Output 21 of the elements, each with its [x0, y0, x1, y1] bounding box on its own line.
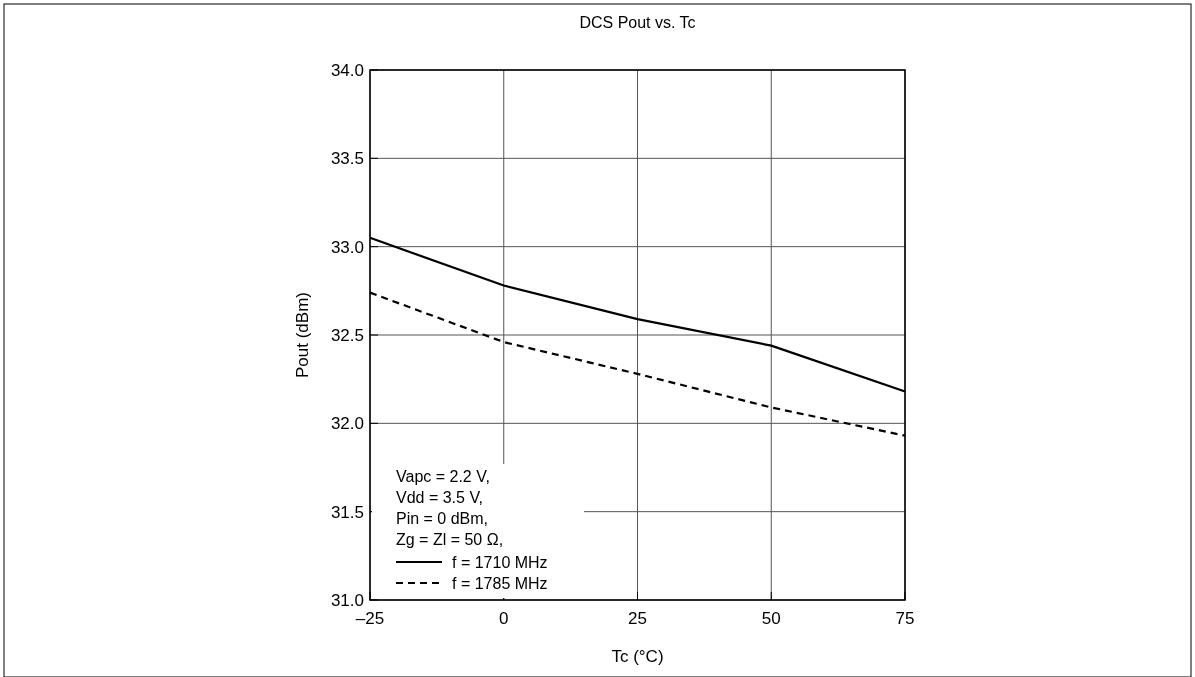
annotation: Pin = 0 dBm,: [396, 510, 489, 527]
x-tick-label: 75: [895, 609, 915, 628]
y-tick-label: 34.0: [330, 61, 364, 80]
y-tick-label: 31.5: [330, 502, 364, 522]
x-tick-label: 50: [761, 609, 781, 628]
y-tick-label: 31.0: [330, 591, 364, 610]
annotation: Zg = Zl = 50 Ω,: [396, 531, 504, 548]
x-tick-label: 0: [499, 609, 509, 628]
y-axis-title: Pout (dBm): [293, 292, 312, 378]
annotation: Vapc = 2.2 V,: [396, 468, 490, 485]
y-tick-label: 32.5: [330, 326, 364, 345]
x-axis-title: Tc (°C): [611, 647, 664, 666]
x-tick-label: 25: [628, 609, 647, 628]
chart-title: DCS Pout vs. Tc: [579, 14, 696, 31]
x-tick-label: –25: [355, 609, 385, 628]
legend-label: f = 1785 MHz: [452, 575, 548, 592]
legend-label: f = 1710 MHz: [452, 554, 548, 571]
annotation: Vdd = 3.5 V,: [396, 489, 484, 506]
y-tick-label: 33.5: [330, 149, 364, 169]
y-tick-label: 33.0: [330, 237, 364, 257]
y-tick-label: 32.0: [330, 414, 364, 434]
